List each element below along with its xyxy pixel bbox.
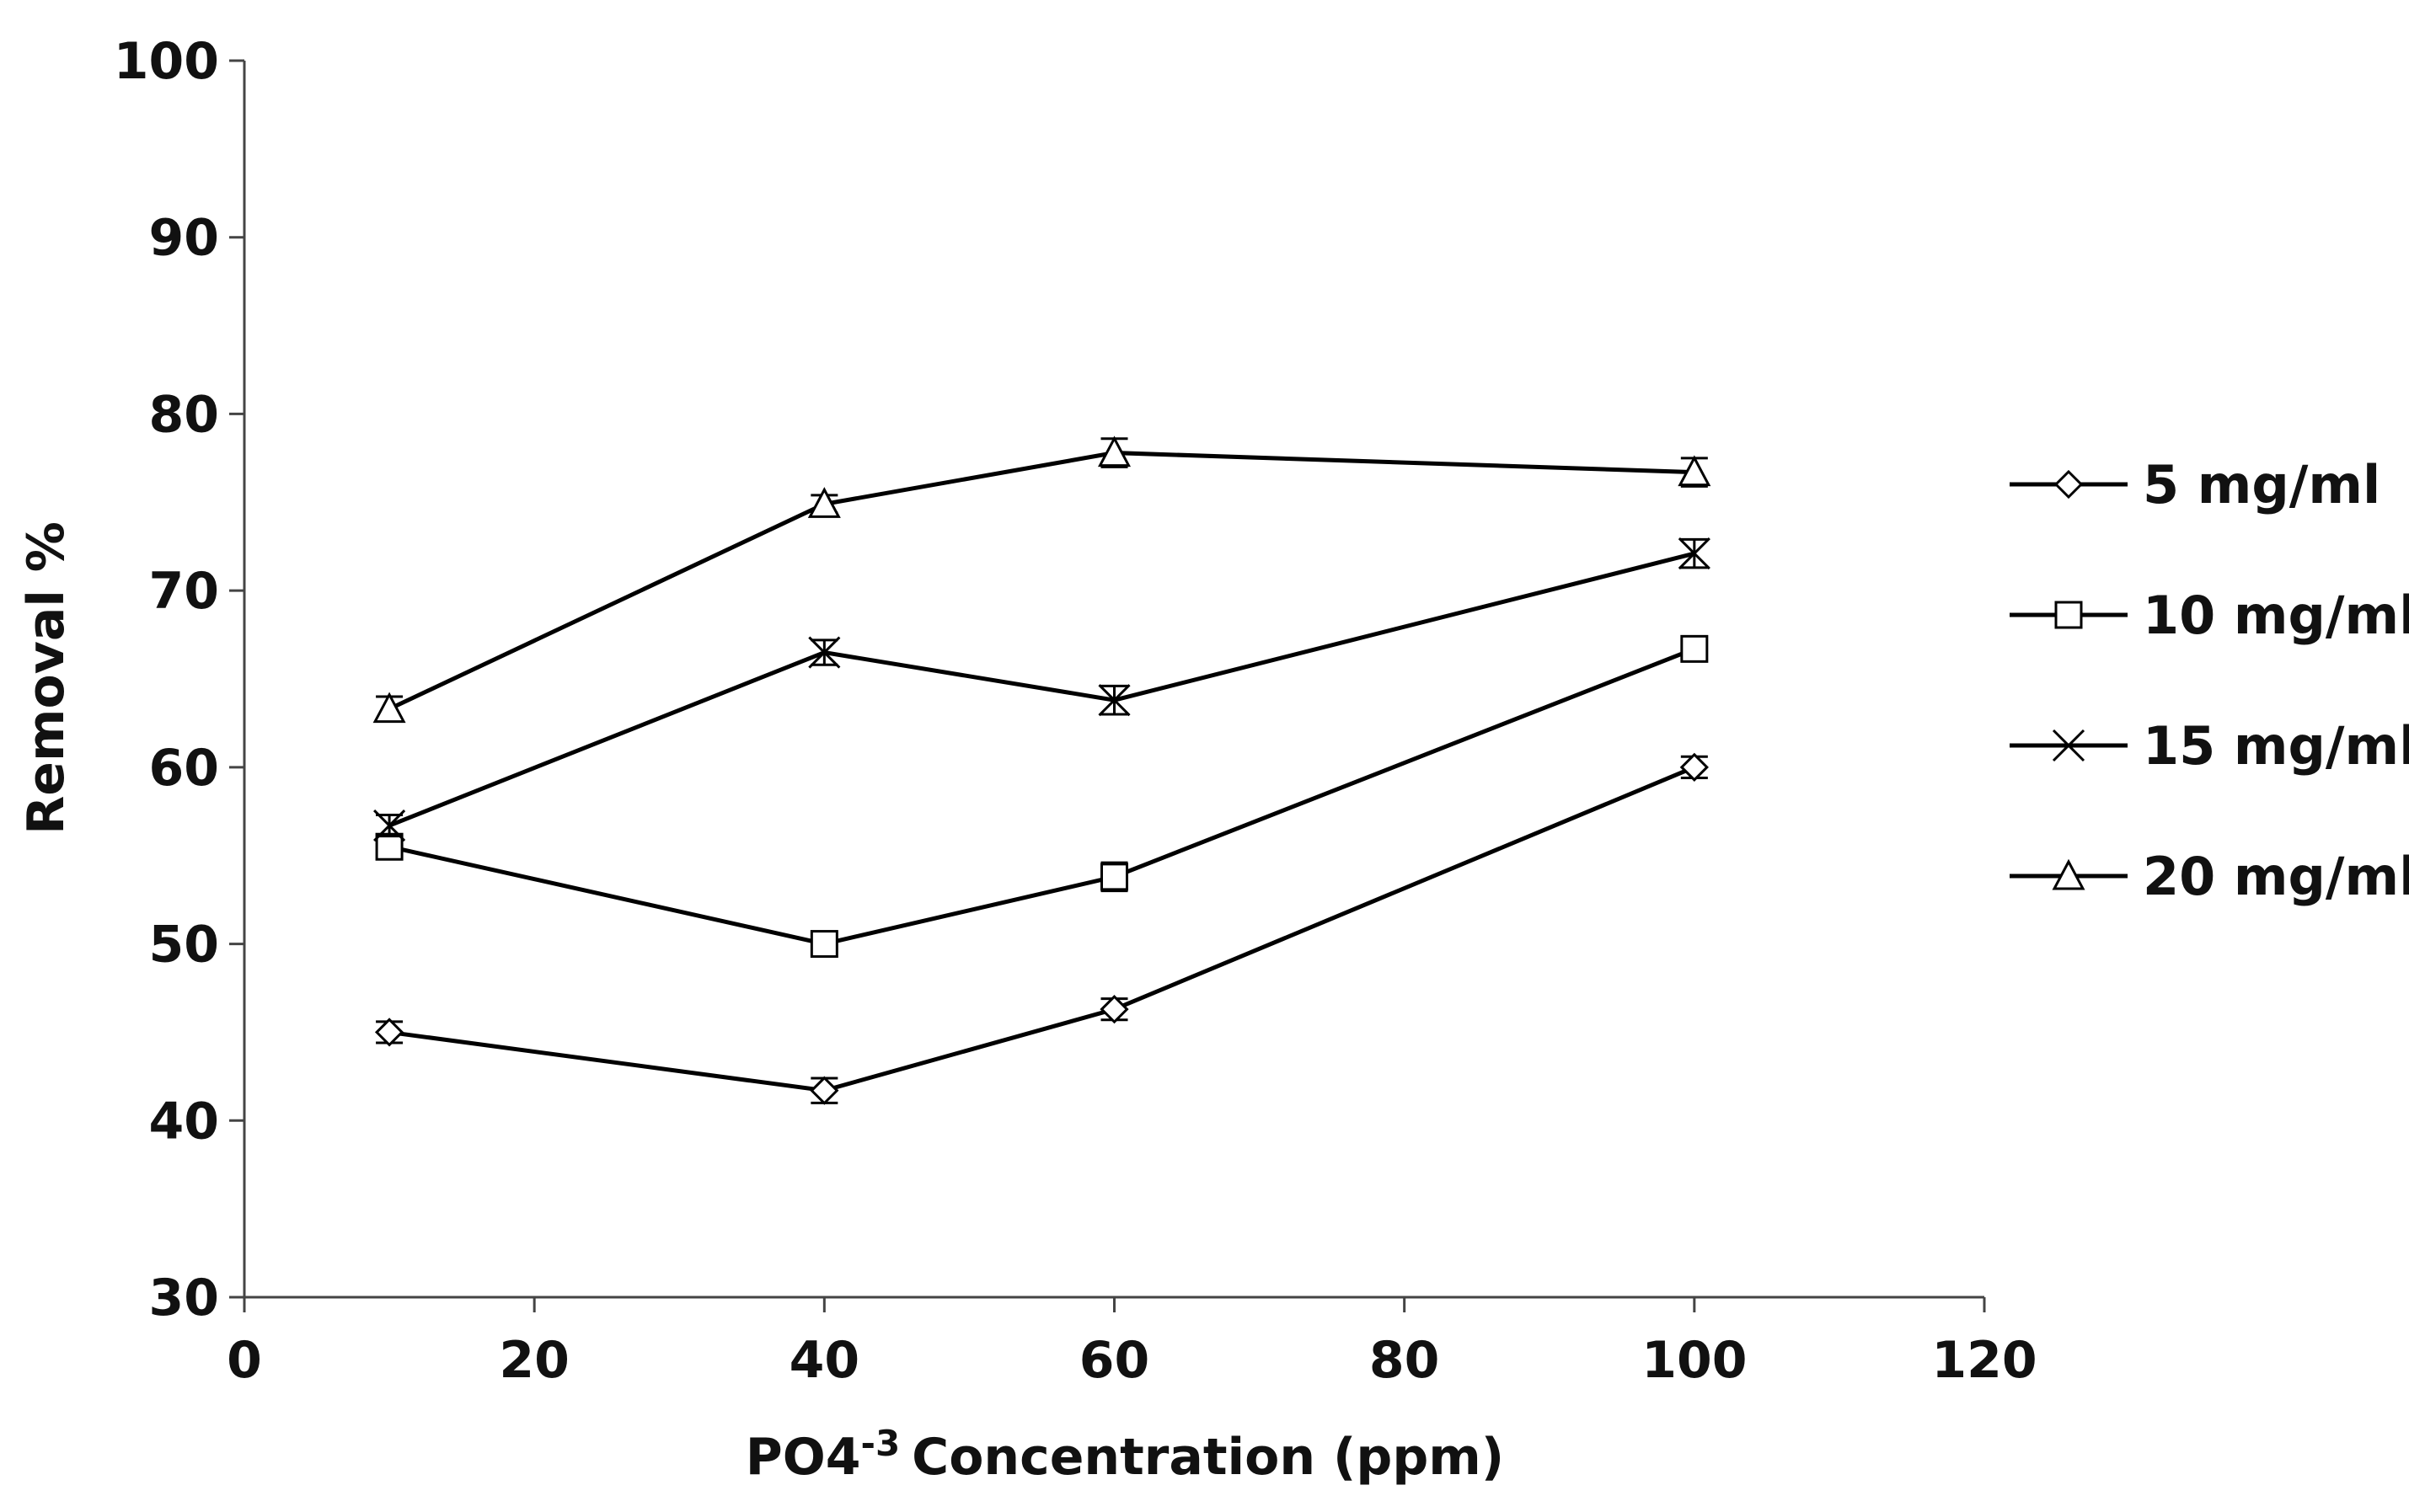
x-marker-stroke-b <box>808 636 841 669</box>
x-tick-label: 120 <box>1931 1331 2037 1390</box>
series-line <box>388 765 1695 1093</box>
square-marker <box>1680 634 1709 663</box>
y-tick-label: 100 <box>114 32 219 91</box>
y-tick-label: 90 <box>149 209 220 268</box>
x-marker-stroke-b <box>1098 684 1131 717</box>
x-marker-stroke-b <box>2052 729 2085 762</box>
series-20-mg-ml <box>372 435 1711 724</box>
square-marker <box>1100 863 1128 891</box>
y-tick-label: 50 <box>149 916 220 975</box>
triangle-marker <box>372 692 406 724</box>
x-axis-title-main: PO4 <box>746 1428 861 1487</box>
series-line <box>388 451 1694 711</box>
diamond-marker <box>1100 995 1129 1024</box>
series-15-mg-ml <box>373 537 1710 842</box>
x-axis-title-suffix: Concentration (ppm) <box>912 1428 1504 1487</box>
square-marker <box>2054 601 2083 629</box>
series-10-mg-ml <box>375 634 1709 959</box>
legend-label: 15 mg/ml <box>2143 715 2409 777</box>
y-tick-label: 80 <box>149 385 220 444</box>
x-marker-stroke-b <box>1678 537 1710 570</box>
axes <box>243 61 1984 1299</box>
series-group <box>372 435 1711 1105</box>
diamond-marker <box>1679 752 1709 782</box>
series-line <box>388 551 1695 828</box>
x-tick-label: 0 <box>227 1331 262 1390</box>
x-tick-label: 20 <box>499 1331 570 1390</box>
legend-item: 5 mg/ml <box>2010 454 2380 516</box>
series-5-mg-ml <box>374 752 1709 1105</box>
y-tick-label: 40 <box>149 1092 220 1151</box>
x-marker-stroke-b <box>373 809 406 842</box>
diamond-marker <box>2053 469 2084 500</box>
x-axis-title-superscript: -3 <box>861 1423 901 1464</box>
legend-label: 10 mg/ml <box>2143 585 2409 646</box>
diamond-marker <box>374 1018 404 1047</box>
diamond-marker <box>810 1076 839 1105</box>
y-tick-label: 60 <box>149 739 220 798</box>
series-line <box>388 647 1695 947</box>
legend-item: 15 mg/ml <box>2010 715 2409 777</box>
triangle-marker <box>807 487 841 518</box>
triangle-marker <box>1098 435 1131 467</box>
legend-item: 20 mg/ml <box>2010 846 2409 907</box>
legend-label: 5 mg/ml <box>2143 454 2380 516</box>
triangle-marker <box>1678 455 1711 487</box>
legend-item: 10 mg/ml <box>2010 585 2409 646</box>
x-tick-label: 40 <box>790 1331 860 1390</box>
y-tick-label: 30 <box>149 1269 220 1328</box>
x-tick-label: 100 <box>1641 1331 1747 1390</box>
legend: 5 mg/ml 10 mg/ml 15 mg/ml 20 mg/ml <box>2010 454 2409 907</box>
square-marker <box>810 930 838 959</box>
legend-label: 20 mg/ml <box>2143 846 2409 907</box>
triangle-marker <box>2052 858 2085 890</box>
x-tick-label: 60 <box>1079 1331 1150 1390</box>
x-axis-title: PO4-3 Concentration (ppm) <box>746 1423 1504 1487</box>
y-tick-label: 70 <box>149 562 220 621</box>
ticks: 0 20 40 60 80 100 120 30 40 50 60 70 80 90 100 <box>114 32 2037 1390</box>
y-axis-title: Removal % <box>17 521 76 835</box>
square-marker <box>375 832 404 861</box>
x-tick-label: 80 <box>1369 1331 1440 1390</box>
